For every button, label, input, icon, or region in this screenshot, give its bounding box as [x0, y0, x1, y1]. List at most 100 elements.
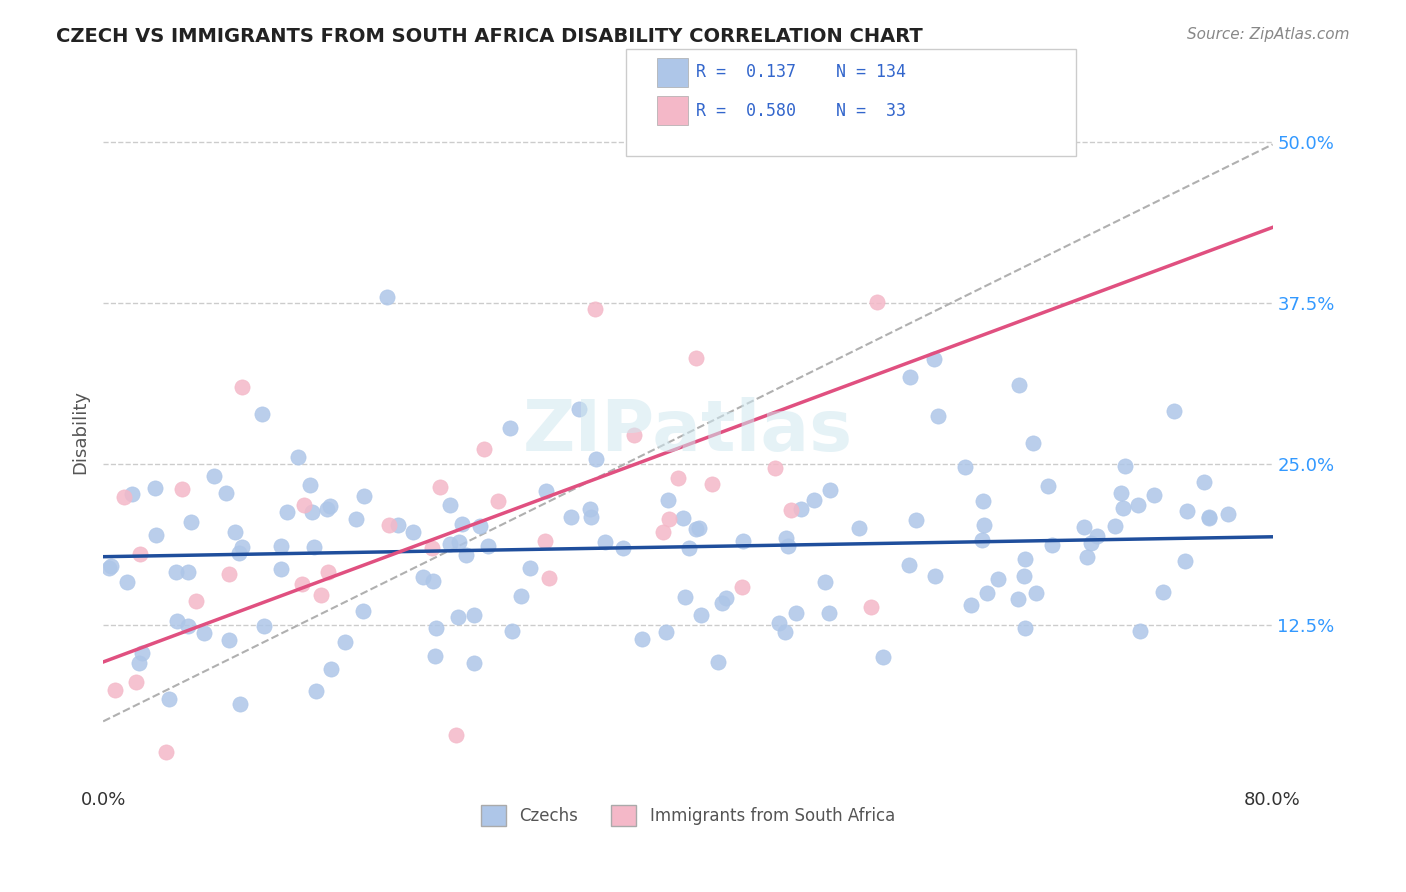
Point	[186, 594, 208, 608]
Point	[270, 562, 292, 576]
Point	[377, 290, 399, 304]
Point	[716, 591, 738, 606]
Point	[1163, 404, 1185, 418]
Point	[666, 471, 689, 485]
Point	[773, 624, 796, 639]
Point	[560, 509, 582, 524]
Point	[215, 486, 238, 500]
Point	[176, 618, 198, 632]
Point	[270, 540, 292, 554]
Point	[859, 599, 882, 614]
Point	[143, 481, 166, 495]
Point	[335, 635, 357, 649]
Point	[344, 511, 367, 525]
Point	[658, 512, 681, 526]
Point	[814, 575, 837, 590]
Point	[302, 541, 325, 555]
Point	[439, 537, 461, 551]
Point	[623, 428, 645, 442]
Point	[900, 370, 922, 384]
Point	[444, 727, 467, 741]
Point	[672, 510, 695, 524]
Point	[450, 516, 472, 531]
Text: ZIPatlas: ZIPatlas	[523, 397, 853, 467]
Point	[1198, 511, 1220, 525]
Text: R =  0.580    N =  33: R = 0.580 N = 33	[696, 102, 905, 120]
Point	[315, 501, 337, 516]
Point	[987, 572, 1010, 586]
Point	[651, 524, 673, 539]
Point	[710, 597, 733, 611]
Point	[287, 450, 309, 465]
Point	[1025, 586, 1047, 600]
Point	[1008, 377, 1031, 392]
Point	[785, 606, 807, 620]
Point	[731, 580, 754, 594]
Point	[145, 528, 167, 542]
Point	[1198, 510, 1220, 524]
Point	[157, 692, 180, 706]
Point	[454, 548, 477, 562]
Point	[1007, 592, 1029, 607]
Point	[1175, 504, 1198, 518]
Point	[353, 489, 375, 503]
Point	[218, 632, 240, 647]
Point	[1014, 552, 1036, 566]
Point	[690, 607, 713, 622]
Point	[778, 539, 800, 553]
Point	[229, 697, 252, 711]
Point	[1114, 458, 1136, 473]
Point	[1109, 486, 1132, 500]
Text: Source: ZipAtlas.com: Source: ZipAtlas.com	[1187, 27, 1350, 42]
Point	[972, 494, 994, 508]
Point	[685, 351, 707, 365]
Point	[253, 618, 276, 632]
Point	[301, 505, 323, 519]
Point	[612, 541, 634, 555]
Point	[1218, 507, 1240, 521]
Point	[675, 591, 697, 605]
Point	[537, 571, 560, 585]
Point	[593, 535, 616, 549]
Point	[1036, 479, 1059, 493]
Point	[972, 533, 994, 548]
Point	[905, 513, 928, 527]
Point	[953, 460, 976, 475]
Point	[775, 531, 797, 545]
Point	[707, 656, 730, 670]
Point	[463, 656, 485, 670]
Point	[477, 539, 499, 553]
Point	[848, 520, 870, 534]
Point	[1076, 549, 1098, 564]
Point	[1152, 585, 1174, 599]
Point	[292, 498, 315, 512]
Point	[579, 501, 602, 516]
Point	[568, 401, 591, 416]
Point	[204, 469, 226, 483]
Point	[128, 656, 150, 670]
Point	[170, 482, 193, 496]
Point	[387, 518, 409, 533]
Point	[585, 452, 607, 467]
Legend: Czechs, Immigrants from South Africa: Czechs, Immigrants from South Africa	[472, 797, 903, 834]
Point	[177, 565, 200, 579]
Point	[579, 510, 602, 524]
Y-axis label: Disability: Disability	[72, 390, 89, 474]
Point	[276, 505, 298, 519]
Point	[231, 380, 253, 394]
Point	[763, 460, 786, 475]
Point	[228, 546, 250, 560]
Point	[973, 518, 995, 533]
Point	[218, 566, 240, 581]
Point	[131, 646, 153, 660]
Point	[470, 519, 492, 533]
Point	[959, 599, 981, 613]
Point	[1040, 538, 1063, 552]
Point	[420, 541, 443, 556]
Point	[165, 565, 187, 579]
Point	[299, 478, 322, 492]
Point	[472, 442, 495, 457]
Point	[1112, 500, 1135, 515]
Point	[291, 577, 314, 591]
Point	[1012, 568, 1035, 582]
